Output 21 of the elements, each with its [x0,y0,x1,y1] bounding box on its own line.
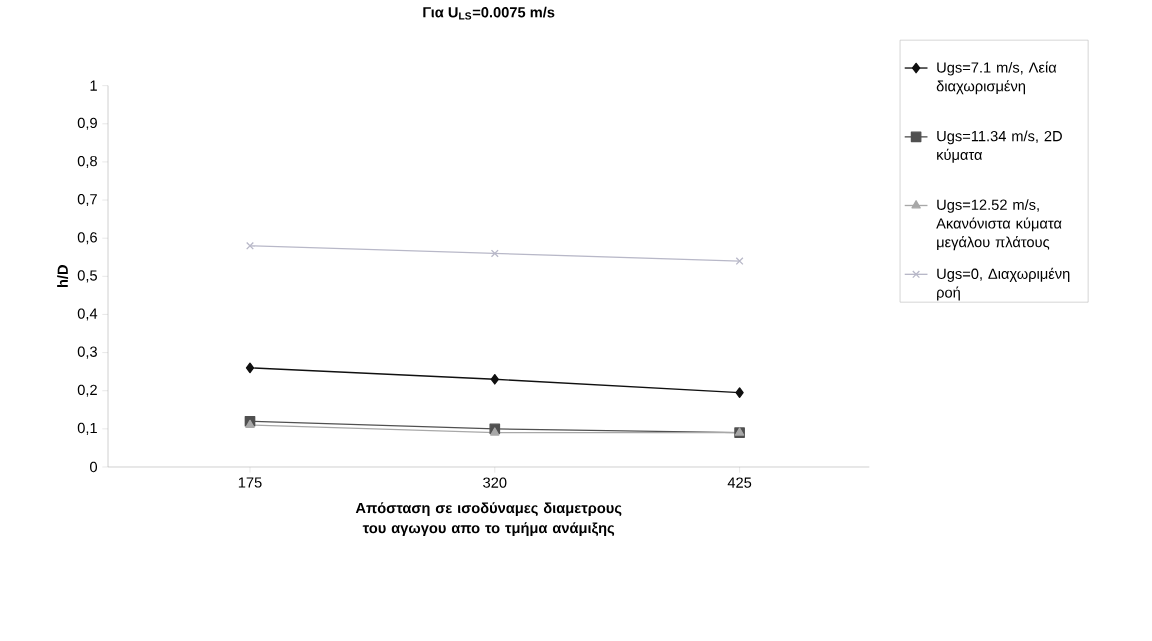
legend-label: Ugs=12.52 m/s, Ακανόνιστα κύματα μεγάλου πλάτους [936,199,1062,251]
legend-label: Ugs=7.1 m/s, Λεία διαχωρισμένη [936,61,1057,95]
y-tick-label: 0,2 [77,384,97,397]
y-tick-label: 0,7 [77,194,97,207]
y-axis-title: h/D [57,265,69,288]
y-tick-label: 0,6 [77,232,97,245]
x-tick-label: 425 [727,477,752,488]
x-tick-label: 175 [238,477,262,488]
y-tick-label: 0,8 [77,155,97,168]
y-tick-label: 0,1 [77,422,97,435]
y-tick-label: 0,4 [77,308,98,321]
x-tick-label: 320 [483,477,507,488]
y-tick-label: 1 [90,80,97,91]
legend-label: Ugs=11.34 m/s, 2D κύματα [937,130,1062,163]
chart-title: Για U$_{LS}$=0.0075 m/s [423,6,555,20]
y-tick-label: 0,5 [77,270,97,283]
y-tick-label: 0,3 [77,346,97,359]
y-tick-label: 0,9 [77,117,97,130]
x-axis-title: Απόσταση σε ισοδύναμες διαμετρους του αγωγου απο το τμήμα ανάμιξης [355,502,622,537]
y-tick-label: 0 [90,461,98,473]
legend-label: Ugs=0, Διαχωριμένη ροή [937,267,1070,301]
